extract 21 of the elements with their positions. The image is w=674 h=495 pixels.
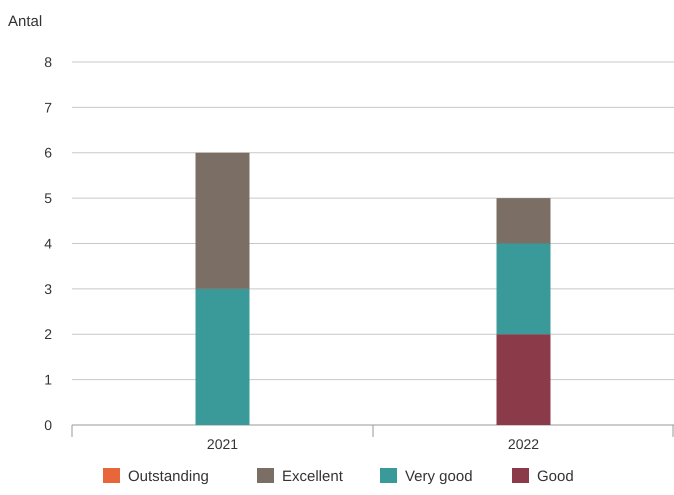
x-tick-label: 2022 (508, 436, 540, 452)
bar (496, 244, 550, 334)
y-tick-label: 8 (44, 54, 52, 70)
x-tick-label: 2021 (206, 436, 238, 452)
bar (496, 334, 550, 425)
bar (196, 152, 250, 289)
bar (196, 288, 250, 425)
legend-label: Outstanding (128, 468, 209, 485)
legend-label: Good (537, 468, 574, 485)
y-tick-label: 1 (44, 372, 52, 388)
y-axis-title: Antal (8, 13, 42, 30)
y-tick-label: 3 (44, 280, 52, 297)
y-tick-label: 0 (44, 416, 52, 433)
legend-label: Very good (405, 468, 473, 485)
y-tick-label: 7 (44, 99, 52, 116)
y-tick-label: 5 (44, 190, 52, 206)
y-tick-label: 2 (44, 326, 52, 342)
y-tick-label: 4 (44, 235, 52, 252)
y-tick-label: 6 (44, 144, 52, 161)
bar (496, 198, 550, 244)
legend-label: Excellent (282, 468, 344, 485)
